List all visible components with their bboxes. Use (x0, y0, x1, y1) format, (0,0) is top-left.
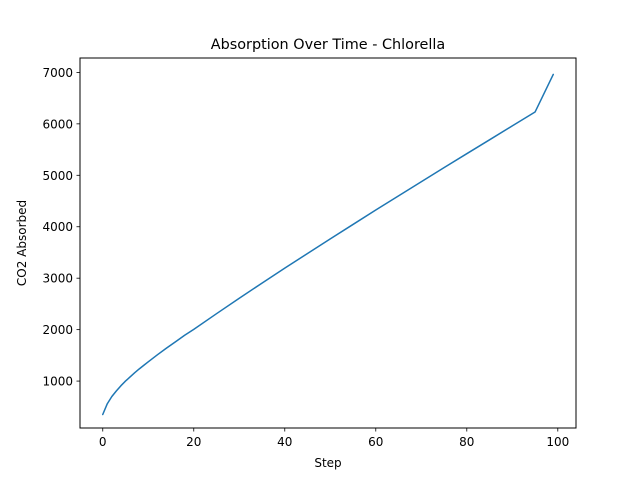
x-axis: 0 20 40 60 80 100 (99, 428, 569, 449)
x-tick-label: 40 (277, 435, 292, 449)
x-tick-label: 0 (99, 435, 107, 449)
x-tick-label: 20 (186, 435, 201, 449)
y-axis: 1000 2000 3000 4000 5000 6000 7000 (42, 66, 80, 389)
x-tick-label: 80 (459, 435, 474, 449)
plot-frame (79, 57, 577, 429)
y-tick-label: 1000 (42, 375, 73, 389)
y-tick-label: 3000 (42, 272, 73, 286)
y-axis-label: CO2 Absorbed (15, 200, 29, 286)
series-layer (102, 73, 554, 416)
plot-area (79, 57, 577, 429)
y-tick-label: 4000 (42, 220, 73, 234)
y-tick-label: 5000 (42, 169, 73, 183)
chart-title: Absorption Over Time - Chlorella (211, 37, 445, 53)
x-tick-label: 60 (368, 435, 383, 449)
x-axis-label: Step (314, 456, 341, 470)
y-tick-label: 6000 (42, 117, 73, 131)
y-tick-label: 2000 (42, 323, 73, 337)
x-tick-label: 100 (546, 435, 569, 449)
series-line (102, 73, 554, 416)
y-tick-label: 7000 (42, 66, 73, 80)
